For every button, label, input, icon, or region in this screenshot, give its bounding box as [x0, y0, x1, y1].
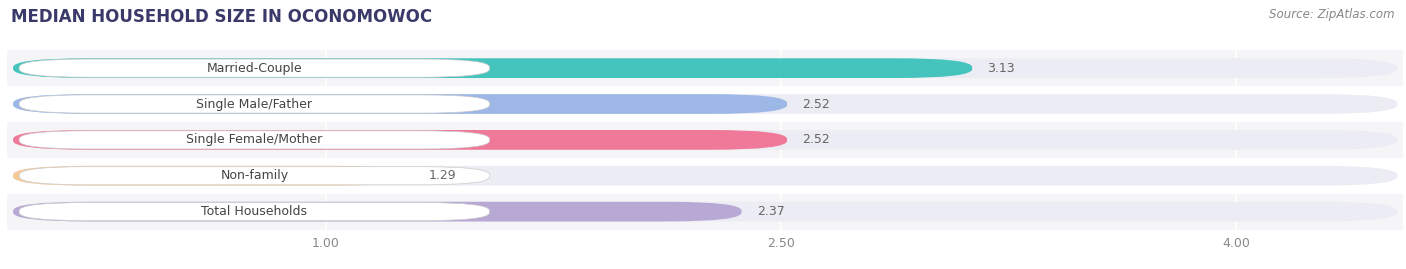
Text: MEDIAN HOUSEHOLD SIZE IN OCONOMOWOC: MEDIAN HOUSEHOLD SIZE IN OCONOMOWOC: [11, 8, 433, 26]
FancyBboxPatch shape: [7, 86, 1403, 122]
Text: Married-Couple: Married-Couple: [207, 62, 302, 75]
FancyBboxPatch shape: [13, 130, 787, 150]
FancyBboxPatch shape: [20, 95, 489, 113]
FancyBboxPatch shape: [20, 59, 489, 77]
FancyBboxPatch shape: [20, 203, 489, 221]
FancyBboxPatch shape: [13, 166, 1398, 186]
FancyBboxPatch shape: [20, 131, 489, 149]
Text: 3.13: 3.13: [987, 62, 1015, 75]
FancyBboxPatch shape: [7, 122, 1403, 158]
Text: 2.52: 2.52: [803, 98, 830, 111]
FancyBboxPatch shape: [7, 158, 1403, 194]
FancyBboxPatch shape: [13, 94, 1398, 114]
Text: 2.52: 2.52: [803, 133, 830, 146]
FancyBboxPatch shape: [7, 50, 1403, 86]
Text: Source: ZipAtlas.com: Source: ZipAtlas.com: [1270, 8, 1395, 21]
Text: Non-family: Non-family: [221, 169, 288, 182]
Text: Total Households: Total Households: [201, 205, 308, 218]
Text: 2.37: 2.37: [756, 205, 785, 218]
FancyBboxPatch shape: [13, 130, 1398, 150]
FancyBboxPatch shape: [20, 167, 489, 185]
FancyBboxPatch shape: [13, 202, 741, 221]
Text: Single Female/Mother: Single Female/Mother: [186, 133, 322, 146]
FancyBboxPatch shape: [13, 94, 787, 114]
FancyBboxPatch shape: [7, 194, 1403, 229]
Text: Single Male/Father: Single Male/Father: [197, 98, 312, 111]
FancyBboxPatch shape: [13, 202, 1398, 221]
Text: 1.29: 1.29: [429, 169, 457, 182]
FancyBboxPatch shape: [13, 166, 413, 186]
FancyBboxPatch shape: [13, 58, 1398, 78]
FancyBboxPatch shape: [13, 58, 972, 78]
